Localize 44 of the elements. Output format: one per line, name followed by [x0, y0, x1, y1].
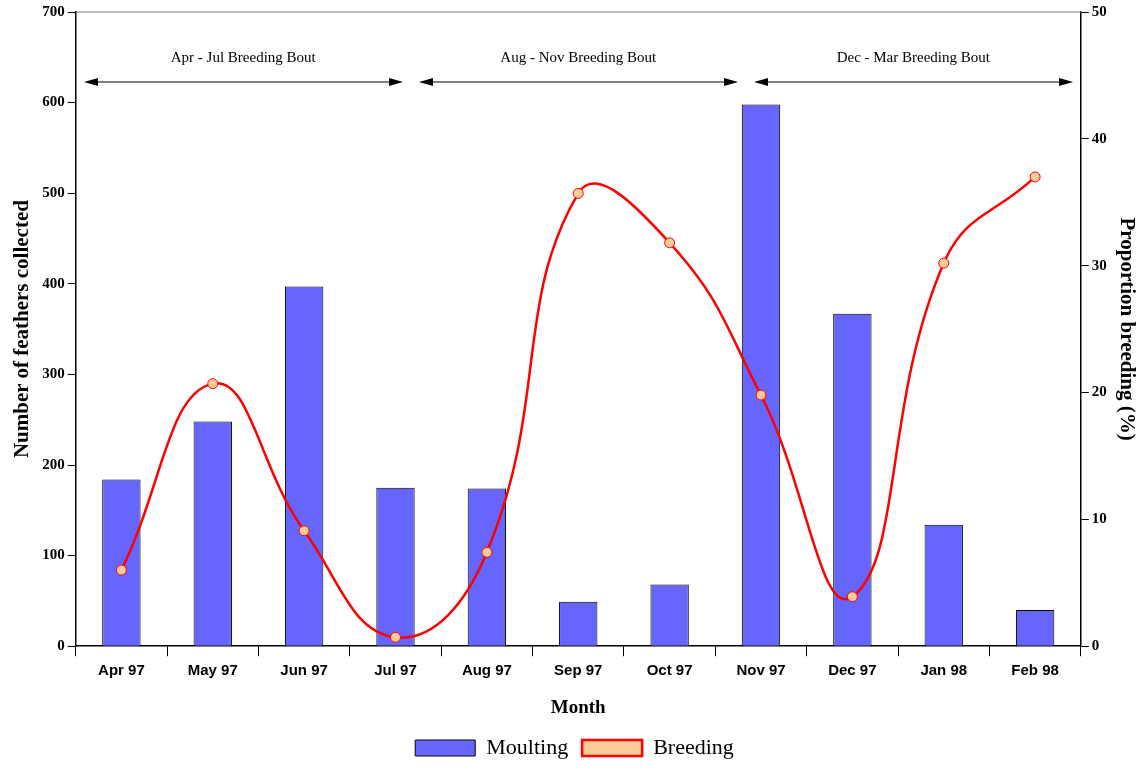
x-tick-label: Feb 98 — [1011, 661, 1059, 679]
point — [664, 237, 676, 249]
y-tick-label: 500 — [42, 184, 65, 201]
y-tick-label: 0 — [57, 637, 65, 654]
x-tick-label: Jun 97 — [280, 661, 328, 679]
point — [115, 564, 127, 576]
annotation: Apr - Jul Breeding Bout — [170, 48, 317, 65]
point — [1029, 171, 1041, 183]
annotation: Dec - Mar Breeding Bout — [836, 48, 991, 65]
legend-label: Moulting — [486, 733, 569, 759]
y2-tick-label: 40 — [1091, 129, 1107, 146]
y-tick-label: 400 — [42, 274, 65, 291]
y2-tick-label: 10 — [1091, 510, 1107, 527]
x-tick-label: Sep 97 — [554, 661, 603, 679]
y2-axis-title: Proportion breeding (%) — [1115, 217, 1140, 441]
point — [846, 591, 858, 603]
y-tick-label: 200 — [42, 455, 65, 472]
y2-tick-label: 20 — [1091, 383, 1107, 400]
y2-tick-label: 0 — [1091, 637, 1100, 654]
point — [938, 257, 950, 269]
x-tick-label: Aug 97 — [461, 661, 512, 679]
y2-tick-label: 30 — [1091, 256, 1107, 273]
y2-tick-label: 50 — [1091, 2, 1107, 19]
legend-label: Breeding — [653, 733, 734, 759]
y-tick-label: 600 — [42, 93, 65, 110]
point — [755, 389, 767, 401]
y-axis-title: Number of feathers collected — [9, 199, 34, 459]
point — [207, 378, 219, 390]
point — [572, 187, 584, 199]
y-tick-label: 700 — [42, 2, 65, 19]
annotation: Aug - Nov Breeding Bout — [500, 48, 657, 65]
x-axis-title: Month — [550, 695, 607, 717]
point — [298, 525, 310, 537]
x-tick-label: Nov 97 — [736, 661, 786, 679]
y-tick-label: 100 — [42, 546, 65, 563]
point — [481, 546, 493, 558]
x-tick-label: Oct 97 — [646, 661, 693, 679]
x-tick-label: Dec 97 — [828, 661, 877, 679]
point — [390, 631, 402, 643]
x-tick-label: May 97 — [187, 661, 238, 679]
y-tick-label: 300 — [42, 365, 65, 382]
x-tick-label: Apr 97 — [98, 661, 145, 679]
x-tick-label: Jul 97 — [374, 661, 417, 679]
x-tick-label: Jan 98 — [920, 661, 968, 679]
